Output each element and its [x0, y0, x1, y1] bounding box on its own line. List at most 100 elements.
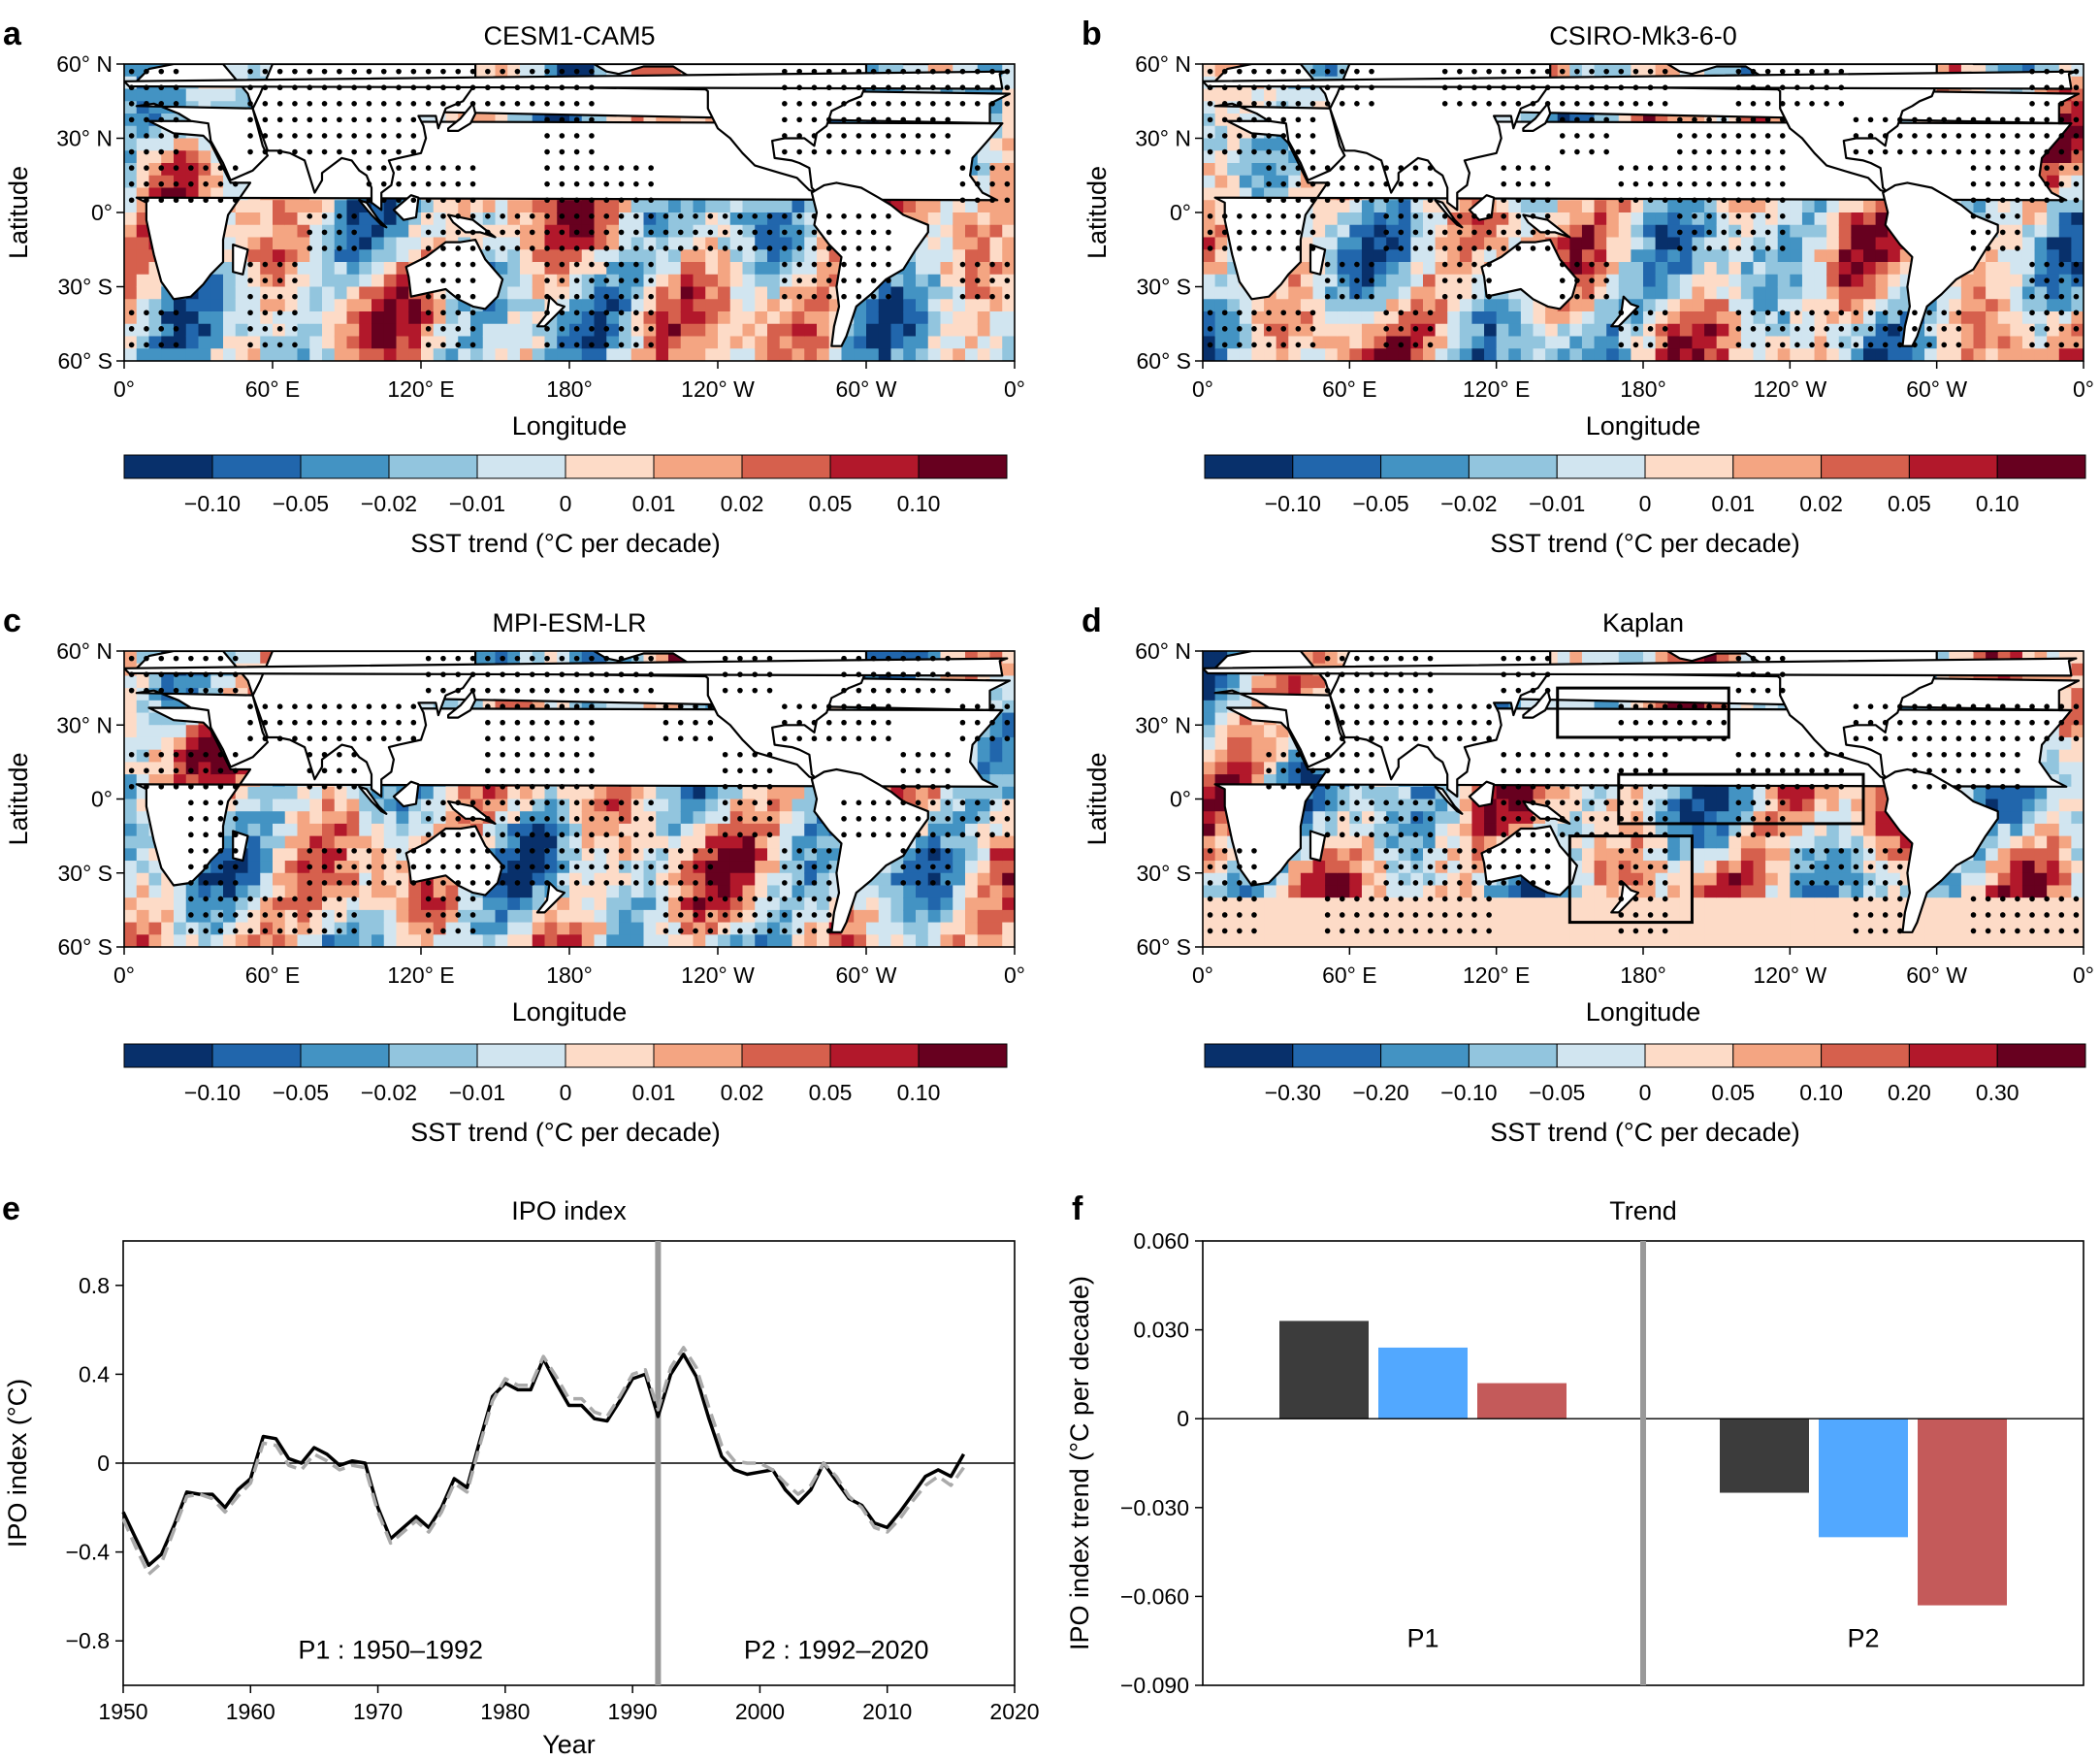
- sst-cell: [2047, 200, 2060, 213]
- sst-cell: [1349, 311, 1363, 325]
- sst-cell: [1790, 311, 1803, 325]
- sst-cell: [1986, 348, 1999, 361]
- stipple-dot: [886, 68, 891, 75]
- stipple-dot: [559, 180, 565, 187]
- stipple-dot: [1735, 213, 1742, 219]
- sst-cell: [1002, 237, 1015, 250]
- sst-cell: [1692, 323, 1705, 338]
- sst-cell: [198, 88, 211, 102]
- sst-cell: [1643, 262, 1657, 276]
- colorbar-tick-label: 0.10: [1976, 491, 2019, 516]
- sst-cell: [1251, 138, 1265, 151]
- stipple-dot: [1955, 148, 1962, 155]
- sst-cell: [1447, 237, 1461, 250]
- sst-cell: [507, 323, 521, 338]
- sst-cell: [1716, 249, 1729, 263]
- stipple-dot: [886, 213, 891, 219]
- sst-cell: [1459, 237, 1473, 250]
- land-outline: [404, 239, 504, 310]
- stipple-dot: [856, 277, 862, 283]
- stipple-dot: [2073, 310, 2080, 316]
- sst-cell: [953, 311, 966, 325]
- sst-cell: [2010, 274, 2023, 288]
- stipple-dot: [589, 84, 595, 91]
- stipple-dot: [217, 165, 224, 171]
- colorbar-tick-label: −0.10: [184, 491, 241, 516]
- sst-cell: [2034, 262, 2048, 276]
- lon-tick-label: 180°: [546, 376, 593, 402]
- stipple-dot: [1457, 261, 1463, 268]
- sst-cell: [482, 348, 497, 361]
- lon-tick-label: 60° W: [836, 376, 897, 402]
- stipple-dot: [1471, 229, 1477, 236]
- sst-cell: [210, 311, 224, 325]
- stipple-dot: [410, 165, 417, 171]
- sst-cell: [989, 237, 1003, 250]
- stipple-dot: [366, 197, 372, 204]
- sst-cell: [1312, 311, 1326, 325]
- sst-cell: [792, 311, 805, 325]
- stipple-dot: [1589, 148, 1595, 155]
- stipple-dot: [1853, 148, 1859, 155]
- stipple-dot: [1735, 326, 1742, 332]
- stipple-dot: [1266, 165, 1272, 171]
- sst-cell: [148, 736, 162, 751]
- sst-cell: [953, 299, 966, 312]
- stipple-dot: [544, 133, 550, 139]
- stipple-dot: [1721, 229, 1728, 236]
- stipple-dot: [856, 101, 862, 107]
- stipple-dot: [337, 148, 342, 155]
- stipple-dot: [915, 84, 921, 91]
- stipple-dot: [633, 293, 639, 300]
- stipple-dot: [2044, 84, 2050, 91]
- stipple-dot: [1764, 84, 1771, 91]
- sst-cell: [989, 150, 1003, 164]
- stipple-dot: [1486, 293, 1492, 300]
- stipple-dot: [1692, 180, 1697, 187]
- stipple-dot: [811, 229, 818, 236]
- sst-cell: [619, 299, 632, 312]
- stipple-dot: [247, 293, 253, 300]
- stipple-dot: [380, 180, 387, 187]
- stipple-dot: [2073, 116, 2080, 123]
- sst-cell: [383, 249, 398, 263]
- sst-cell: [1594, 299, 1607, 312]
- sst-cell: [1716, 274, 1729, 288]
- stipple-dot: [1941, 326, 1948, 332]
- sst-cell: [1447, 311, 1461, 325]
- stipple-dot: [1383, 229, 1389, 236]
- stipple-dot: [1955, 133, 1962, 139]
- sst-cell: [1312, 274, 1326, 288]
- colorbar: −0.10 −0.05 −0.02 −0.01 0 0.01 0.02 0.05 0.10SST…: [1204, 454, 2086, 558]
- sst-cell: [198, 736, 211, 751]
- sst-cell: [396, 224, 409, 239]
- sst-cell: [322, 262, 336, 276]
- sst-cell: [1838, 262, 1852, 276]
- sst-cell: [544, 274, 558, 288]
- stipple-dot: [514, 245, 521, 251]
- stipple-dot: [1515, 180, 1522, 187]
- sst-cell: [2058, 299, 2072, 312]
- stipple-dot: [1309, 342, 1316, 348]
- sst-cell: [1753, 224, 1766, 239]
- stipple-dot: [559, 326, 565, 332]
- stipple-dot: [262, 277, 269, 283]
- stipple-dot: [1721, 133, 1728, 139]
- sst-cell: [940, 200, 953, 213]
- stipple-dot: [440, 197, 446, 204]
- stipple-dot: [648, 326, 654, 332]
- sst-cell: [742, 274, 756, 288]
- stipple-dot: [1221, 326, 1228, 332]
- stipple-dot: [870, 133, 877, 139]
- sst-cell: [2047, 262, 2060, 276]
- sst-cell: [977, 262, 991, 276]
- sst-cell: [198, 286, 211, 300]
- stipple-dot: [1764, 180, 1771, 187]
- stipple-dot: [1735, 116, 1742, 123]
- sst-cell: [174, 299, 187, 312]
- stipple-dot: [1383, 165, 1389, 171]
- stipple-dot: [2044, 261, 2050, 268]
- sst-cell: [1594, 311, 1607, 325]
- stipple-dot: [144, 197, 149, 204]
- stipple-dot: [544, 229, 550, 236]
